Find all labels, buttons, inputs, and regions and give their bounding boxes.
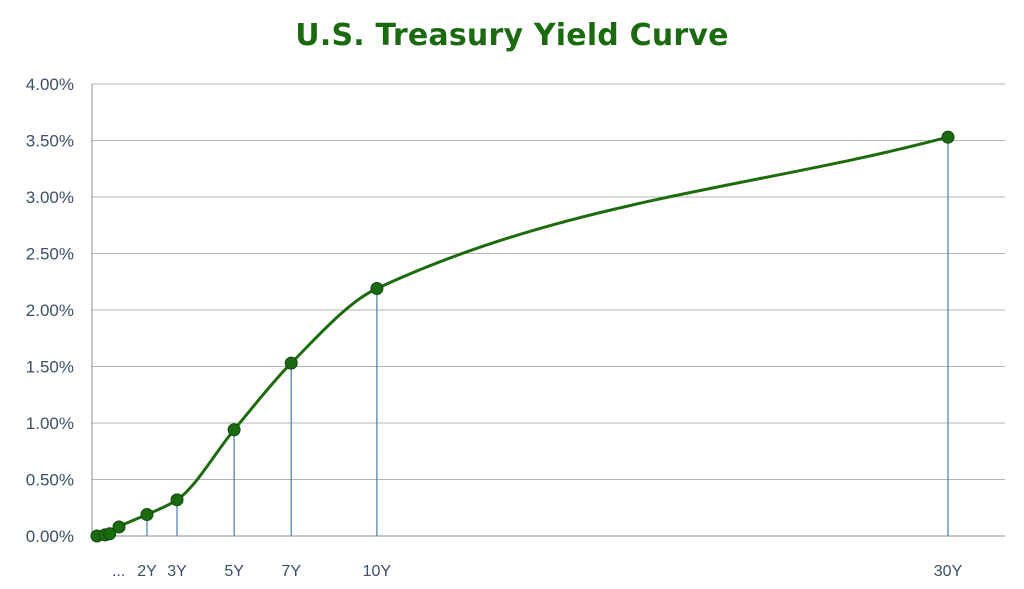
x-tick-labels: ... 2Y 3Y 5Y 7Y 10Y 30Y — [112, 563, 963, 580]
data-point — [941, 130, 955, 144]
y-tick-label: 0.50% — [26, 471, 74, 490]
data-point — [370, 282, 384, 296]
y-tick-label: 1.00% — [26, 414, 74, 433]
data-point — [284, 356, 298, 370]
x-tick-label: 10Y — [363, 563, 392, 580]
axes — [91, 84, 1005, 537]
data-point — [140, 508, 154, 522]
x-tick-label: 2Y — [137, 563, 157, 580]
x-tick-label: 3Y — [167, 563, 187, 580]
y-tick-label: 3.00% — [26, 188, 74, 207]
data-point — [227, 423, 241, 437]
y-tick-label: 3.50% — [26, 132, 74, 151]
y-tick-label: 2.50% — [26, 245, 74, 264]
chart-title: U.S. Treasury Yield Curve — [295, 18, 729, 53]
y-tick-label: 2.00% — [26, 301, 74, 320]
drop-lines — [146, 137, 949, 536]
y-tick-labels: 0.00% 0.50% 1.00% 1.50% 2.00% 2.50% 3.00% 3.50%… — [26, 75, 74, 546]
data-point — [170, 493, 184, 507]
x-tick-label: 7Y — [281, 563, 301, 580]
data-points — [90, 130, 955, 543]
y-tick-label: 4.00% — [26, 75, 74, 94]
x-tick-label: ... — [112, 563, 125, 580]
x-tick-label: 5Y — [224, 563, 244, 580]
gridlines — [92, 83, 1005, 480]
data-point — [103, 527, 117, 541]
y-tick-label: 0.00% — [26, 527, 74, 546]
x-tick-label: 30Y — [934, 563, 963, 580]
data-point — [112, 520, 126, 534]
y-tick-label: 1.50% — [26, 358, 74, 377]
